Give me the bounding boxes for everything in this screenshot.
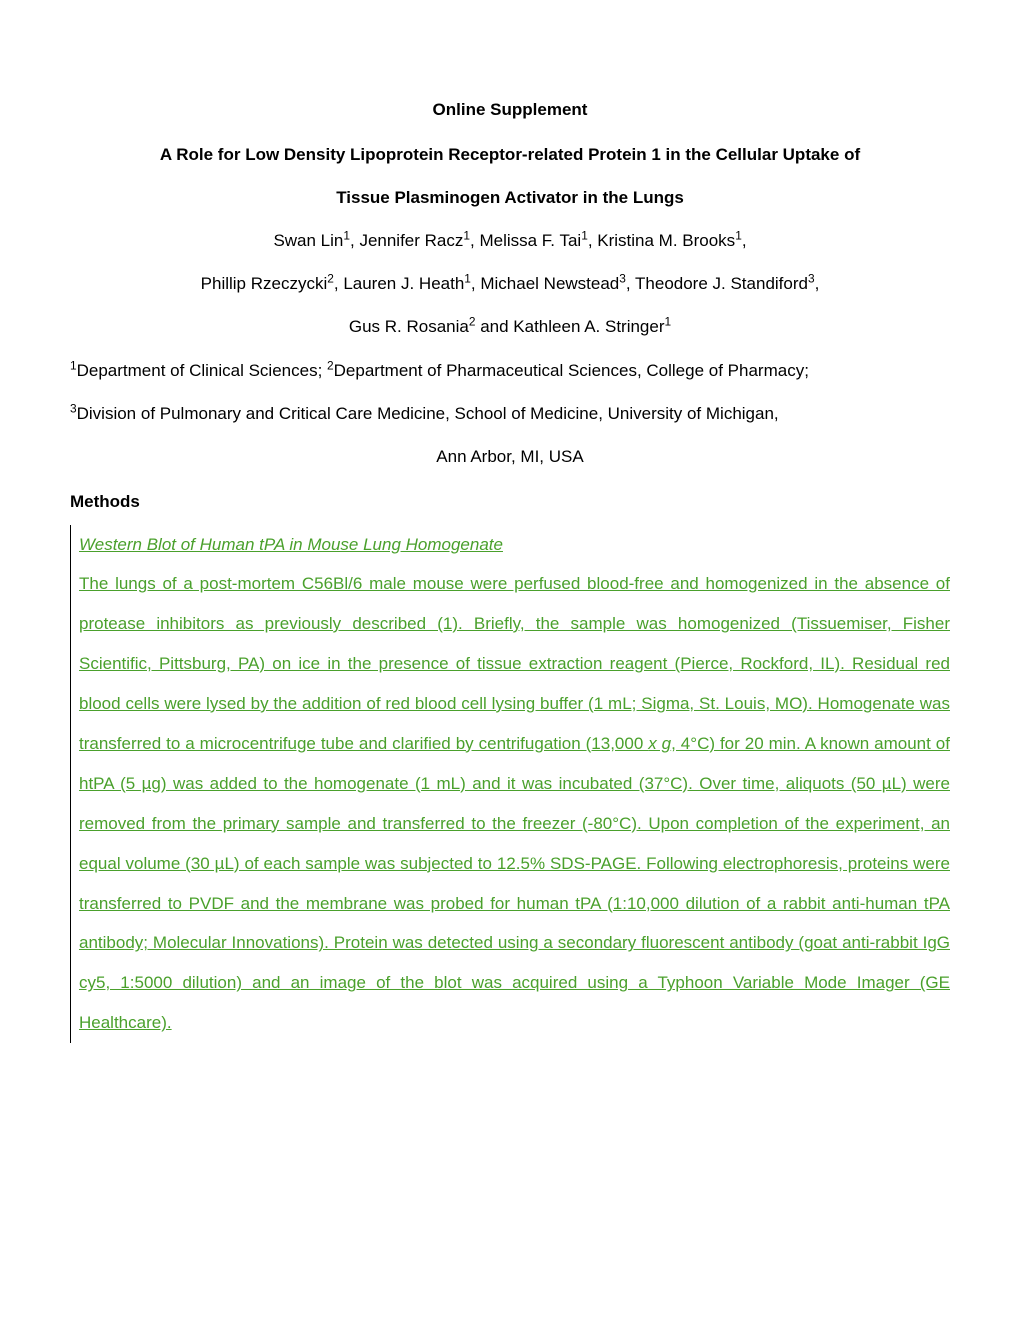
affil-sup: 1 <box>464 272 471 286</box>
affil-sup: 1 <box>343 229 350 243</box>
affiliations-line2: 3Division of Pulmonary and Critical Care… <box>70 394 950 433</box>
affil-sup: 1 <box>735 229 742 243</box>
affil-sup: 2 <box>327 272 334 286</box>
author-sep: , Michael Newstead <box>471 274 619 293</box>
affil-sup: 1 <box>581 229 588 243</box>
authors-line1: Swan Lin1, Jennifer Racz1, Melissa F. Ta… <box>70 221 950 260</box>
author-sep: , Kristina M. Brooks <box>588 231 735 250</box>
tracked-body-italic: x g <box>648 734 671 753</box>
affil-sup: 1 <box>70 358 77 372</box>
affil-text: Department of Clinical Sciences; <box>77 361 327 380</box>
author-sep: , Melissa F. Tai <box>470 231 581 250</box>
authors-line3: Gus R. Rosania2 and Kathleen A. Stringer… <box>70 307 950 346</box>
author-sep: and Kathleen A. Stringer <box>475 317 664 336</box>
paper-title-line1: A Role for Low Density Lipoprotein Recep… <box>70 135 950 174</box>
document-page: Online Supplement A Role for Low Density… <box>0 0 1020 1320</box>
supplement-label: Online Supplement <box>70 90 950 129</box>
paper-title-line2: Tissue Plasminogen Activator in the Lung… <box>70 178 950 217</box>
affil-sup: 3 <box>70 401 77 415</box>
tracked-subheading: Western Blot of Human tPA in Mouse Lung … <box>70 525 950 564</box>
author-sep: , Lauren J. Heath <box>334 274 464 293</box>
author-end: , <box>815 274 820 293</box>
author-end: , <box>742 231 747 250</box>
affiliation-location: Ann Arbor, MI, USA <box>70 437 950 476</box>
author-name: Swan Lin <box>273 231 343 250</box>
tracked-body-part2: , 4°C) for 20 min. A known amount of htP… <box>79 734 950 1033</box>
author-sep: , Theodore J. Standiford <box>626 274 808 293</box>
affil-text: Department of Pharmaceutical Sciences, C… <box>334 361 809 380</box>
authors-line2: Phillip Rzeczycki2, Lauren J. Heath1, Mi… <box>70 264 950 303</box>
affiliations-line1: 1Department of Clinical Sciences; 2Depar… <box>70 351 950 390</box>
author-name: Gus R. Rosania <box>349 317 469 336</box>
affil-sup: 2 <box>327 358 334 372</box>
author-sep: , Jennifer Racz <box>350 231 463 250</box>
affil-sup: 3 <box>619 272 626 286</box>
affil-text: Division of Pulmonary and Critical Care … <box>77 404 779 423</box>
tracked-body-part1: The lungs of a post-mortem C56Bl/6 male … <box>79 574 950 753</box>
affil-sup: 3 <box>808 272 815 286</box>
affil-sup: 1 <box>665 315 672 329</box>
methods-heading: Methods <box>70 482 950 521</box>
author-name: Phillip Rzeczycki <box>201 274 328 293</box>
tracked-body: The lungs of a post-mortem C56Bl/6 male … <box>70 564 950 1043</box>
